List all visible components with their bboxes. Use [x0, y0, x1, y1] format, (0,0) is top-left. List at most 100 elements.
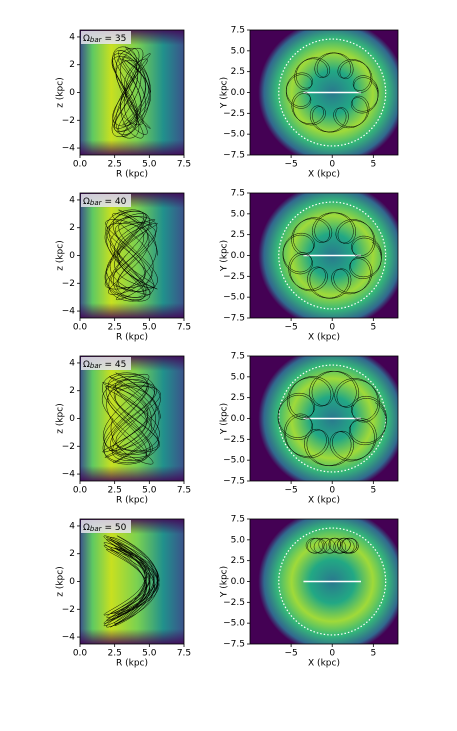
x-tick-label: 5 — [370, 649, 376, 659]
x-tick-label: 2.5 — [108, 160, 122, 170]
y-tick-label: 0.0 — [231, 414, 246, 424]
y-tick-label: 4 — [69, 521, 75, 531]
y-tick-label: 0 — [69, 88, 75, 98]
y-tick-label: −2 — [62, 116, 75, 126]
x-tick-label: 5 — [370, 160, 376, 170]
y-tick-label: 2 — [69, 386, 75, 396]
y-tick-label: −2 — [62, 442, 75, 452]
annotation-subscript: bar — [90, 362, 103, 370]
y-tick-label: −5.0 — [223, 619, 245, 629]
orbit — [111, 46, 151, 139]
x-tick-label: −5 — [284, 486, 297, 496]
y-tick-label: −2 — [62, 605, 75, 615]
y-tick-label: −2 — [62, 279, 75, 289]
plot-area — [80, 30, 184, 155]
y-tick-label: −7.5 — [223, 640, 245, 650]
y-tick-label: 0.0 — [231, 251, 246, 261]
panel: 0.0 2.5 5.0 7.5 −4 −2 0 2 4 R (kpc) z (kpc) Ωbar = 4… — [56, 355, 191, 506]
orbit — [104, 209, 158, 302]
y-tick-label: 5.0 — [231, 46, 246, 56]
panel: 0.0 2.5 5.0 7.5 −4 −2 0 2 4 R (kpc) z (kpc) Ωbar = 4… — [56, 192, 191, 343]
y-tick-label: −2.5 — [223, 272, 245, 282]
x-axis-label: X (kpc) — [308, 659, 340, 669]
annotation-symbol: Ω — [83, 360, 90, 370]
y-tick-label: 5.0 — [231, 372, 246, 382]
y-tick-label: 5.0 — [231, 209, 246, 219]
y-tick-label: 4 — [69, 32, 75, 42]
y-tick-label: −4 — [62, 633, 76, 643]
annotation: Ωbar = 40 — [83, 197, 127, 208]
annotation-subscript: bar — [90, 199, 103, 207]
y-axis-label: Y (kpc) — [220, 403, 230, 435]
annotation-box — [81, 357, 131, 370]
orbit — [305, 537, 359, 554]
annotation-symbol: Ω — [83, 34, 90, 44]
x-tick-label: 7.5 — [177, 486, 191, 496]
x-tick-label: −5 — [284, 649, 297, 659]
y-tick-label: −5.0 — [223, 130, 245, 140]
x-tick-label: 7.5 — [177, 160, 191, 170]
x-tick-label: 5.0 — [142, 323, 157, 333]
y-tick-label: −7.5 — [223, 151, 245, 161]
x-tick-label: 2.5 — [108, 486, 122, 496]
corotation-circle — [278, 527, 387, 636]
density-fade — [80, 519, 184, 644]
plot-area — [250, 193, 398, 318]
orbit — [101, 372, 161, 465]
annotation-text: = 40 — [105, 197, 127, 207]
annotation: Ωbar = 35 — [83, 34, 126, 45]
corotation-circle — [278, 201, 387, 310]
corotation-circle — [278, 38, 387, 147]
panel: −5 0 5 −7.5 −5.0 −2.5 0.0 2.5 5.0 7.5 X (kpc) Y (kp… — [220, 515, 399, 669]
plot-area — [250, 519, 398, 644]
y-tick-label: 2 — [69, 60, 75, 70]
panel: −5 0 5 −7.5 −5.0 −2.5 0.0 2.5 5.0 7.5 X (kpc) Y (kp… — [220, 352, 399, 506]
x-tick-label: 5.0 — [142, 160, 157, 170]
annotation-subscript: bar — [90, 525, 103, 533]
y-tick-label: −4 — [62, 307, 76, 317]
x-tick-label: 0 — [329, 323, 335, 333]
x-tick-label: 0.0 — [73, 486, 88, 496]
x-tick-label: 7.5 — [177, 323, 191, 333]
y-axis-label: z (kpc) — [56, 77, 66, 107]
density-fade — [80, 193, 184, 318]
y-axis-label: z (kpc) — [56, 403, 66, 433]
x-tick-label: 0.0 — [73, 323, 88, 333]
x-axis-label: R (kpc) — [116, 170, 148, 180]
y-tick-label: 2 — [69, 223, 75, 233]
panel: 0.0 2.5 5.0 7.5 −4 −2 0 2 4 R (kpc) z (kpc) Ωbar = 5… — [56, 518, 191, 669]
panel: −5 0 5 −7.5 −5.0 −2.5 0.0 2.5 5.0 7.5 X (kpc) Y (kp… — [220, 189, 399, 343]
y-axis-label: Y (kpc) — [220, 77, 230, 109]
y-tick-label: 0 — [69, 414, 75, 424]
x-tick-label: 5.0 — [142, 649, 157, 659]
x-tick-label: 5 — [370, 323, 376, 333]
y-tick-label: 7.5 — [231, 26, 245, 36]
y-tick-label: 2.5 — [231, 67, 245, 77]
x-tick-label: 0.0 — [73, 160, 88, 170]
annotation-box — [81, 31, 131, 44]
y-tick-label: −2.5 — [223, 109, 245, 119]
y-tick-label: 0.0 — [231, 88, 246, 98]
y-tick-label: −5.0 — [223, 293, 245, 303]
y-tick-label: −4 — [62, 144, 76, 154]
x-axis-label: R (kpc) — [116, 659, 148, 669]
x-axis-label: X (kpc) — [308, 333, 340, 343]
orbit — [282, 212, 382, 299]
plot-area — [250, 356, 398, 481]
annotation: Ωbar = 50 — [83, 523, 127, 534]
x-tick-label: 5 — [370, 486, 376, 496]
x-tick-label: 0.0 — [73, 649, 88, 659]
y-tick-label: 4 — [69, 195, 75, 205]
annotation-subscript: bar — [90, 36, 103, 44]
panel: −5 0 5 −7.5 −5.0 −2.5 0.0 2.5 5.0 7.5 X (kpc) Y (kp… — [220, 26, 399, 180]
y-axis-label: Y (kpc) — [220, 566, 230, 598]
x-tick-label: 5.0 — [142, 486, 157, 496]
y-tick-label: 5.0 — [231, 535, 246, 545]
annotation: Ωbar = 45 — [83, 360, 126, 371]
annotation-symbol: Ω — [83, 197, 90, 207]
panel: 0.0 2.5 5.0 7.5 −4 −2 0 2 4 R (kpc) z (kpc) Ωbar = 3… — [56, 29, 191, 180]
y-tick-label: 2.5 — [231, 393, 245, 403]
y-tick-label: −7.5 — [223, 477, 245, 487]
annotation-text: = 50 — [105, 523, 127, 533]
y-tick-label: 7.5 — [231, 352, 245, 362]
